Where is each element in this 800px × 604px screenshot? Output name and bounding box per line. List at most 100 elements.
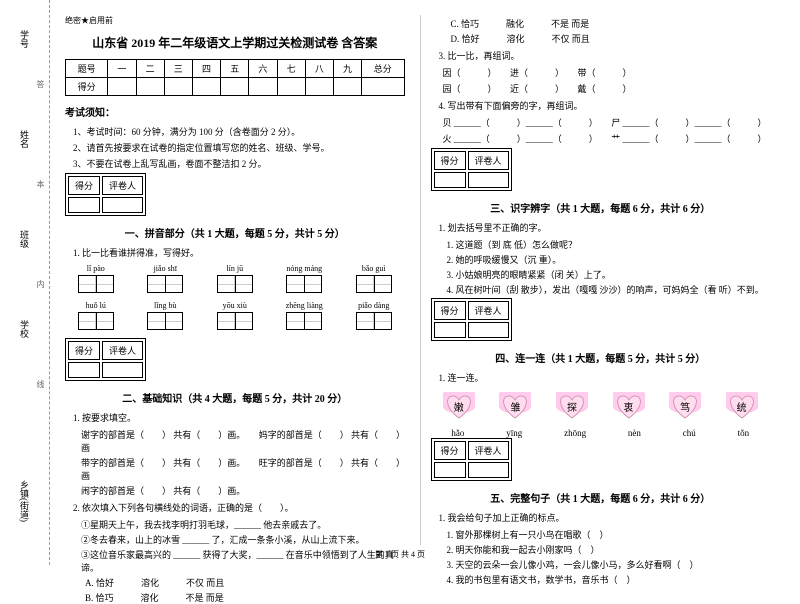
score-header: 四	[192, 60, 220, 78]
q-text: 4. 写出带有下面偏旁的字，再组词。	[431, 99, 771, 112]
sub-line: 因（ ） 进（ ） 带（ ）	[431, 66, 771, 79]
pinyin-label: huǒ lú	[65, 301, 127, 310]
pinyin-label: lǐng bù	[135, 301, 197, 310]
margin-label-class: 班级	[18, 230, 31, 248]
pinyin-item: jiǎo shī	[135, 264, 197, 296]
sub-line: 火 ______（ ）______（ ） 艹 ______（ ）______（ …	[431, 132, 771, 145]
heart-char: 笃	[669, 392, 701, 420]
tian-grid	[147, 275, 183, 293]
score-cell	[362, 78, 404, 96]
pinyin-option: hǎo	[451, 428, 464, 438]
notice-title: 考试须知：	[65, 104, 405, 119]
score-cell	[305, 78, 333, 96]
secrecy-tag: 绝密★启用前	[65, 15, 405, 26]
score-header: 八	[305, 60, 333, 78]
option: C. 恰巧 融化 不是 而是	[431, 17, 771, 30]
part4-title: 四、连一连（共 1 大题，每题 5 分，共计 5 分）	[431, 350, 771, 365]
sub-line: 闹字的部首是（ ） 共有（ ）画。	[65, 484, 405, 497]
score-cell: 得分	[66, 78, 108, 96]
option: A. 恰好 溶化 不仅 而且	[65, 576, 405, 589]
pinyin-option: tǒn	[738, 428, 750, 438]
pinyin-option: nèn	[628, 428, 641, 438]
margin-label-town: 乡镇(街道)	[18, 480, 31, 522]
margin-label-school: 学校	[18, 320, 31, 338]
heart-char: 探	[556, 392, 588, 420]
pinyin-label: yōu xiù	[204, 301, 266, 310]
pinyin-label: lín jū	[204, 264, 266, 273]
heart-char: 雏	[499, 392, 531, 420]
pinyin-label: jiǎo shī	[135, 264, 197, 273]
tian-grid	[356, 312, 392, 330]
score-header: 二	[136, 60, 164, 78]
part3-title: 三、识字辨字（共 1 大题，每题 6 分，共计 6 分）	[431, 200, 771, 215]
sub-line: 2. 明天你能和我一起去小刚家吗（ ）	[431, 543, 771, 556]
pinyin-item: zhēng liàng	[274, 301, 336, 333]
score-header: 七	[277, 60, 305, 78]
notice-line: 1、考试时间：60 分钟，满分为 100 分（含卷面分 2 分）。	[65, 125, 405, 138]
heart-char: 嫩	[443, 392, 475, 420]
score-cell	[277, 78, 305, 96]
sub-line: 4. 风在树叶间（刮 散步），发出（嘎嘎 沙沙）的响声，可妈妈全（看 听）不到。	[431, 283, 771, 296]
tian-grid	[286, 312, 322, 330]
score-cell	[249, 78, 277, 96]
right-column: C. 恰巧 融化 不是 而是 D. 恰好 溶化 不仅 而且 3. 比一比，再组词…	[421, 15, 781, 545]
pinyin-item: piǎo dàng	[343, 301, 405, 333]
pinyin-item: huǒ lú	[65, 301, 127, 333]
notice-line: 3、不要在试卷上乱写乱画，卷面不整洁扣 2 分。	[65, 157, 405, 170]
pinyin-item: yōu xiù	[204, 301, 266, 333]
sub-line: 3. 小姑娘明亮的眼睛紧紧（闭 关）上了。	[431, 268, 771, 281]
tian-grid	[217, 312, 253, 330]
score-box: 得分评卷人	[431, 438, 512, 481]
score-cell	[192, 78, 220, 96]
q-text: 1. 比一比看谁拼得准，写得好。	[65, 246, 405, 259]
tian-grid	[286, 275, 322, 293]
pinyin-item: nóng máng	[274, 264, 336, 296]
part5-title: 五、完整句子（共 1 大题，每题 6 分，共计 6 分）	[431, 490, 771, 505]
pinyin-item: lín jū	[204, 264, 266, 296]
q-text: 3. 比一比，再组词。	[431, 49, 771, 62]
sub-line: 园（ ） 近（ ） 戴（ ）	[431, 82, 771, 95]
score-header: 题号	[66, 60, 108, 78]
option: D. 恰好 溶化 不仅 而且	[431, 32, 771, 45]
sub-line: ②冬去春来，山上的冰雪 ______ 了，汇成一条条小溪，从山上流下来。	[65, 533, 405, 546]
pinyin-item: lǐ pào	[65, 264, 127, 296]
tian-grid	[78, 275, 114, 293]
exam-title: 山东省 2019 年二年级语文上学期过关检测试卷 含答案	[65, 34, 405, 51]
score-header: 五	[221, 60, 249, 78]
sub-line: 带字的部首是（ ） 共有（ ）画。 旺字的部首是（ ） 共有（ ）画	[65, 456, 405, 482]
margin-hint: 线	[35, 380, 46, 388]
sub-line: 4. 我的书包里有语文书，数学书，音乐书（ ）	[431, 573, 771, 586]
q-text: 2. 依次填入下列各句横线处的词语，正确的是（ ）。	[65, 501, 405, 514]
pinyin-option: chú	[683, 428, 696, 438]
page-footer: 第 1 页 共 4 页	[375, 549, 425, 560]
sub-line: 2. 她的呼吸缓慢又（沉 重）。	[431, 253, 771, 266]
heart-char: 统	[726, 392, 758, 420]
sub-line: 1. 这道题（到 底 低）怎么做呢？	[431, 238, 771, 251]
q-text: 1. 连一连。	[431, 371, 771, 384]
tian-grid	[147, 312, 183, 330]
score-box: 得分评卷人	[65, 338, 146, 381]
tian-grid	[78, 312, 114, 330]
pinyin-label: zhēng liàng	[274, 301, 336, 310]
score-header: 三	[164, 60, 192, 78]
notice-line: 2、请首先按要求在试卷的指定位置填写您的姓名、班级、学号。	[65, 141, 405, 154]
score-cell	[108, 78, 136, 96]
pinyin-item: bǎo guì	[343, 264, 405, 296]
score-box: 得分评卷人	[431, 298, 512, 341]
pinyin-item: lǐng bù	[135, 301, 197, 333]
q-text: 1. 我会给句子加上正确的标点。	[431, 511, 771, 524]
margin-label-id: 学号	[18, 30, 31, 48]
score-box: 得分评卷人	[65, 173, 146, 216]
pinyin-option: zhōng	[564, 428, 586, 438]
score-cell	[164, 78, 192, 96]
score-header: 总分	[362, 60, 404, 78]
q-text: 1. 划去括号里不正确的字。	[431, 221, 771, 234]
part1-title: 一、拼音部分（共 1 大题，每题 5 分，共计 5 分）	[65, 225, 405, 240]
margin-label-name: 姓名	[18, 130, 31, 148]
margin-hint: 内	[35, 280, 46, 288]
heart-char: 衷	[613, 392, 645, 420]
pinyin-label: nóng máng	[274, 264, 336, 273]
q-text: 1. 按要求填空。	[65, 411, 405, 424]
left-column: 绝密★启用前 山东省 2019 年二年级语文上学期过关检测试卷 含答案 题号一二…	[55, 15, 421, 545]
margin-hint: 本	[35, 180, 46, 188]
